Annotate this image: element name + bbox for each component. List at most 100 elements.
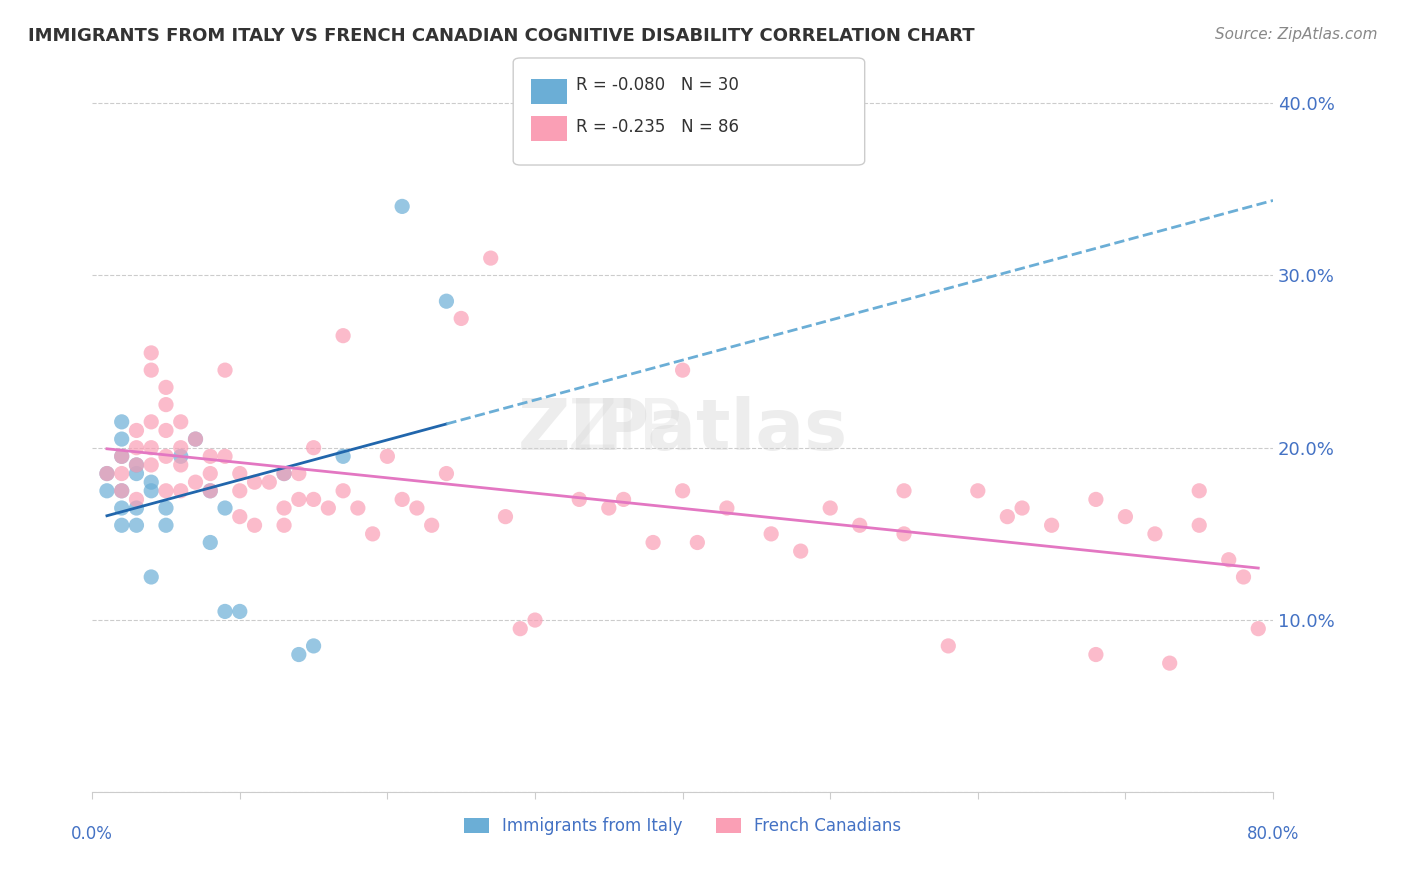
Point <box>509 622 531 636</box>
Point <box>361 527 384 541</box>
Point <box>406 501 429 516</box>
Point <box>200 467 222 481</box>
Point <box>200 535 222 549</box>
Point <box>141 346 163 360</box>
Point <box>332 328 354 343</box>
Point <box>170 441 193 455</box>
Point <box>214 450 236 464</box>
Point <box>1084 648 1107 662</box>
Point <box>214 604 236 618</box>
Point <box>243 475 266 490</box>
Point <box>759 527 782 541</box>
Point <box>1084 492 1107 507</box>
Point <box>302 441 325 455</box>
Point <box>96 483 118 498</box>
Point <box>229 467 252 481</box>
Point <box>111 501 134 516</box>
Point <box>377 450 399 464</box>
Point <box>332 483 354 498</box>
Point <box>170 483 193 498</box>
Point <box>111 432 134 446</box>
Point <box>686 535 709 549</box>
Point <box>125 458 148 472</box>
Point <box>1218 553 1240 567</box>
Point <box>243 518 266 533</box>
Point <box>318 501 340 516</box>
Point <box>273 518 295 533</box>
Point <box>155 501 177 516</box>
Point <box>288 492 311 507</box>
Text: 80.0%: 80.0% <box>1247 825 1299 843</box>
Point <box>96 467 118 481</box>
Point <box>125 458 148 472</box>
Point <box>155 483 177 498</box>
Text: ZIPatlas: ZIPatlas <box>517 396 848 465</box>
Point <box>125 441 148 455</box>
Point <box>716 501 738 516</box>
Point <box>288 648 311 662</box>
Point <box>141 441 163 455</box>
Point <box>214 501 236 516</box>
Point <box>170 458 193 472</box>
Point <box>420 518 443 533</box>
Point <box>111 483 134 498</box>
Point <box>302 492 325 507</box>
Point <box>302 639 325 653</box>
Point <box>288 467 311 481</box>
Point <box>1040 518 1063 533</box>
Point <box>1114 509 1136 524</box>
Point <box>200 450 222 464</box>
Point <box>141 458 163 472</box>
Point <box>125 518 148 533</box>
Point <box>818 501 841 516</box>
Point <box>641 535 664 549</box>
Point <box>170 450 193 464</box>
Text: IMMIGRANTS FROM ITALY VS FRENCH CANADIAN COGNITIVE DISABILITY CORRELATION CHART: IMMIGRANTS FROM ITALY VS FRENCH CANADIAN… <box>28 27 974 45</box>
Text: ZIP: ZIP <box>568 396 682 465</box>
Point <box>111 450 134 464</box>
Point <box>436 467 458 481</box>
Point <box>141 483 163 498</box>
Point <box>347 501 370 516</box>
Point <box>936 639 959 653</box>
Point <box>1011 501 1033 516</box>
Point <box>789 544 811 558</box>
Point <box>524 613 547 627</box>
Point <box>155 424 177 438</box>
Point <box>1232 570 1254 584</box>
Point <box>568 492 591 507</box>
Point <box>966 483 988 498</box>
Point <box>141 363 163 377</box>
Point <box>170 415 193 429</box>
Point <box>125 501 148 516</box>
Text: R = -0.080   N = 30: R = -0.080 N = 30 <box>576 76 740 94</box>
Point <box>1188 518 1211 533</box>
Point <box>391 492 413 507</box>
Point <box>436 294 458 309</box>
Point <box>111 415 134 429</box>
Point <box>273 467 295 481</box>
Point <box>671 363 693 377</box>
Point <box>229 604 252 618</box>
Point <box>273 467 295 481</box>
Point <box>259 475 281 490</box>
Point <box>141 475 163 490</box>
Point <box>229 483 252 498</box>
Point <box>125 492 148 507</box>
Point <box>1188 483 1211 498</box>
Point <box>141 570 163 584</box>
Point <box>200 483 222 498</box>
Point <box>155 380 177 394</box>
Point <box>995 509 1018 524</box>
Point <box>125 424 148 438</box>
Point <box>184 432 207 446</box>
Point <box>598 501 620 516</box>
Text: Source: ZipAtlas.com: Source: ZipAtlas.com <box>1215 27 1378 42</box>
Point <box>184 432 207 446</box>
Point <box>111 483 134 498</box>
Point <box>111 450 134 464</box>
Point <box>155 518 177 533</box>
Text: R = -0.235   N = 86: R = -0.235 N = 86 <box>576 118 740 136</box>
Point <box>391 199 413 213</box>
Point <box>96 467 118 481</box>
